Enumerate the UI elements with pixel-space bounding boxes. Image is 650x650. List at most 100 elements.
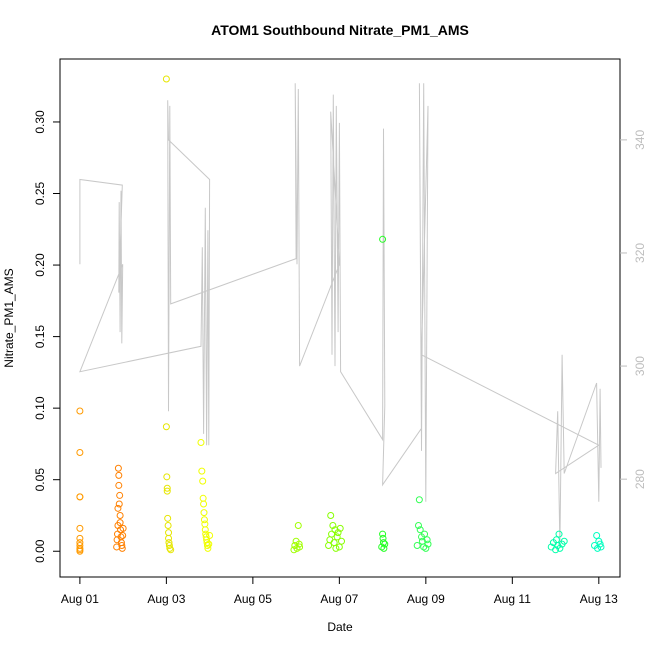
point <box>560 537 568 545</box>
point <box>115 481 123 489</box>
point <box>379 530 387 538</box>
point <box>424 540 432 548</box>
point <box>199 477 207 485</box>
x-tick-label: Aug 05 <box>234 592 272 606</box>
point <box>163 484 171 492</box>
y-axis-label: Nitrate_PM1_AMS <box>2 268 16 367</box>
point <box>204 544 212 552</box>
point <box>197 438 205 446</box>
point <box>294 521 302 529</box>
point <box>325 542 333 550</box>
point <box>165 542 173 550</box>
y2-tick-label: 300 <box>633 356 647 376</box>
point <box>198 467 206 475</box>
point <box>421 530 429 538</box>
point <box>118 544 126 552</box>
point <box>326 536 334 544</box>
line <box>79 83 602 548</box>
chart-title: ATOM1 Southbound Nitrate_PM1_AMS <box>211 22 469 38</box>
plot-frame <box>59 58 621 578</box>
point <box>76 449 84 457</box>
point <box>381 540 389 548</box>
point <box>556 544 564 552</box>
point <box>114 464 122 472</box>
point <box>203 542 211 550</box>
point <box>162 75 170 83</box>
point <box>119 532 127 540</box>
point <box>76 547 84 555</box>
point <box>330 539 338 547</box>
y-tick-label: 0.05 <box>33 468 47 492</box>
point <box>163 473 171 481</box>
point <box>200 509 208 517</box>
y-tick-label: 0.30 <box>33 110 47 134</box>
point <box>167 546 175 554</box>
x-tick-label: Aug 07 <box>320 592 358 606</box>
point <box>552 546 560 554</box>
y-tick-label: 0.10 <box>33 396 47 420</box>
point <box>379 235 387 243</box>
point <box>76 534 84 542</box>
point <box>200 500 208 508</box>
y-tick-label: 0.25 <box>33 182 47 206</box>
point <box>380 544 388 552</box>
point <box>164 521 172 529</box>
point <box>199 494 207 502</box>
point <box>327 511 335 519</box>
point <box>201 526 209 534</box>
point <box>164 514 172 522</box>
point <box>328 530 336 538</box>
point <box>76 407 84 415</box>
y2-tick-label: 280 <box>633 469 647 489</box>
point <box>414 521 422 529</box>
point <box>206 532 214 540</box>
point <box>116 511 124 519</box>
point <box>593 532 601 540</box>
x-tick-label: Aug 01 <box>61 592 99 606</box>
x-tick-label: Aug 13 <box>580 592 618 606</box>
point <box>423 536 431 544</box>
point <box>201 520 209 528</box>
point <box>166 544 174 552</box>
point <box>205 540 213 548</box>
point <box>336 524 344 532</box>
x-axis-label: Date <box>327 620 353 634</box>
x-tick-label: Aug 11 <box>494 592 531 606</box>
point <box>596 540 604 548</box>
point <box>334 529 342 537</box>
point <box>76 524 84 532</box>
y-tick-label: 0.20 <box>33 253 47 277</box>
point <box>118 542 126 550</box>
point <box>415 496 423 504</box>
point <box>329 521 337 529</box>
point <box>115 500 123 508</box>
point <box>165 534 173 542</box>
y-tick-label: 0.15 <box>33 325 47 349</box>
point <box>332 544 340 552</box>
point <box>295 540 303 548</box>
x-tick-label: Aug 09 <box>407 592 445 606</box>
y-tick-label: 0.00 <box>33 539 47 563</box>
x-tick-label: Aug 03 <box>147 592 185 606</box>
point <box>338 537 346 545</box>
point <box>119 524 127 532</box>
point <box>165 529 173 537</box>
point <box>296 543 304 551</box>
point <box>116 491 124 499</box>
point <box>597 543 605 551</box>
point <box>413 542 421 550</box>
point <box>335 543 343 551</box>
point <box>422 544 430 552</box>
point <box>115 471 123 479</box>
point <box>116 519 124 527</box>
point <box>200 516 208 524</box>
point <box>416 526 424 534</box>
point <box>163 487 171 495</box>
y2-tick-label: 320 <box>633 243 647 263</box>
point <box>162 423 170 431</box>
point <box>333 533 341 541</box>
y2-tick-label: 340 <box>633 130 647 150</box>
point <box>555 530 563 538</box>
point <box>76 493 84 501</box>
